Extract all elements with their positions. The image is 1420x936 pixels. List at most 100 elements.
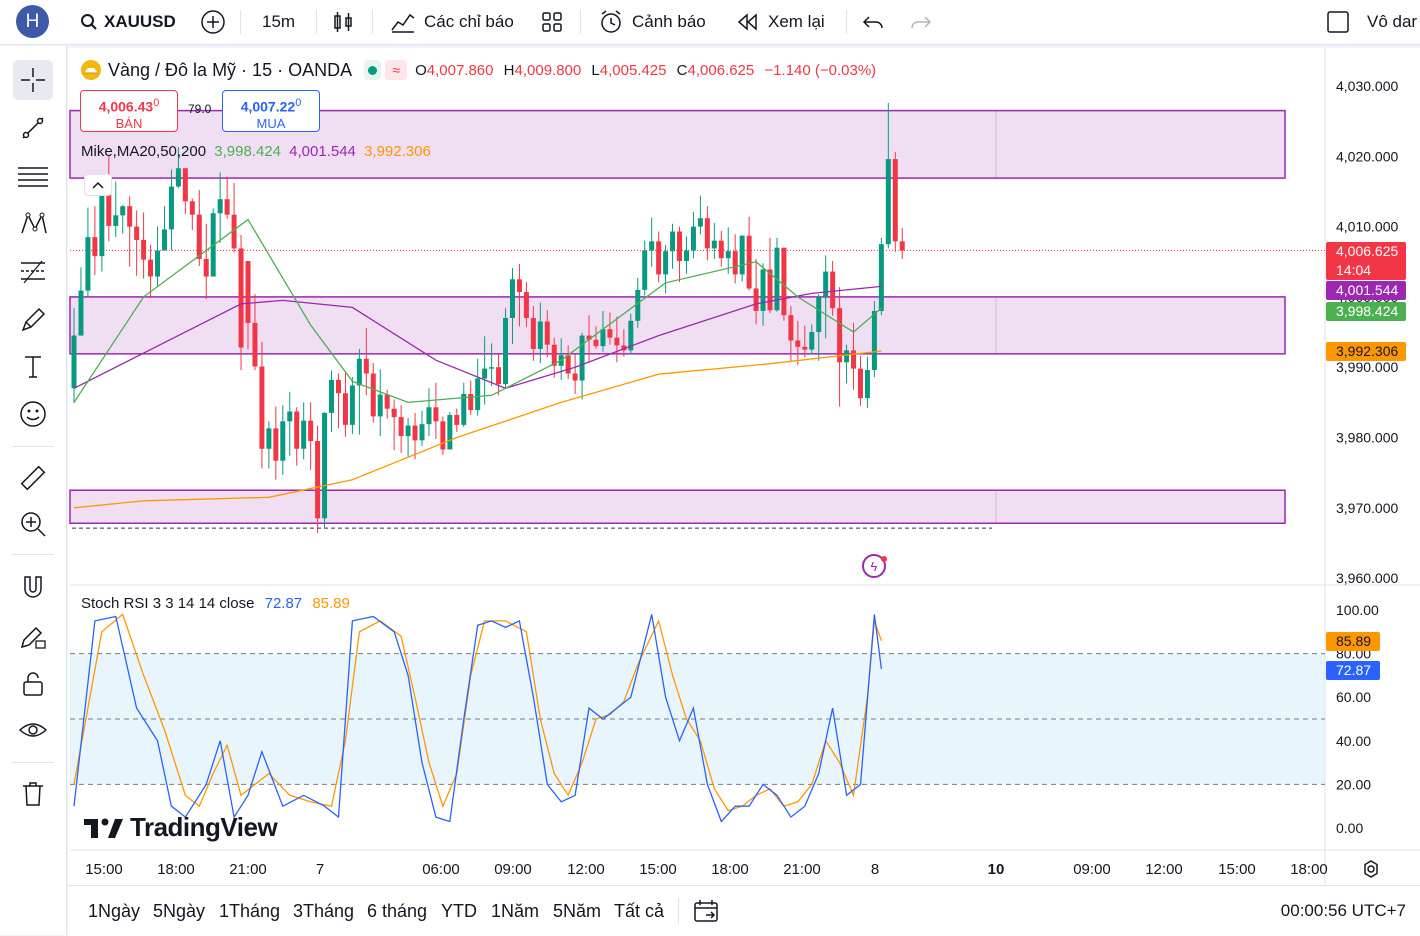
stoch-axis-label: 20.00 bbox=[1336, 776, 1371, 792]
candle-body bbox=[461, 393, 467, 425]
candle-body bbox=[412, 425, 418, 441]
replay-button[interactable]: Xem lại bbox=[736, 0, 825, 44]
range-button[interactable]: 6 tháng bbox=[367, 900, 428, 921]
compare-symbol-button[interactable] bbox=[200, 0, 226, 44]
tradingview-logo-icon bbox=[84, 818, 123, 838]
price-axis-label: 3,970.000 bbox=[1336, 500, 1398, 516]
interval-button[interactable]: 15m bbox=[262, 0, 295, 44]
candle-body bbox=[530, 317, 536, 349]
ohlc-values: O4,007.860 H4,009.800 L4,005.425 C4,006.… bbox=[415, 61, 877, 79]
candle-body bbox=[830, 271, 836, 309]
time-axis-label: 18:00 bbox=[1290, 861, 1328, 878]
candle-body bbox=[482, 368, 488, 379]
buy-button[interactable]: 4,007.220 MUA bbox=[222, 90, 320, 132]
layouts-button[interactable] bbox=[540, 0, 564, 44]
candle-body bbox=[767, 269, 773, 311]
fib-tool[interactable] bbox=[13, 252, 53, 292]
sell-label: BÁN bbox=[115, 115, 143, 131]
market-status-badge[interactable] bbox=[364, 60, 382, 80]
wave-icon[interactable]: ≈ bbox=[385, 60, 408, 80]
chart-settings-button[interactable] bbox=[1360, 858, 1382, 880]
lightning-icon[interactable]: ϟ bbox=[862, 554, 886, 578]
range-button[interactable]: 5Ngày bbox=[153, 900, 206, 921]
ma50-value: 4,001.544 bbox=[289, 143, 356, 160]
candle-body bbox=[370, 373, 376, 417]
range-button[interactable]: 1Năm bbox=[491, 900, 540, 921]
candle-body bbox=[649, 241, 655, 251]
candle-body bbox=[356, 358, 362, 386]
goto-date-button[interactable] bbox=[692, 898, 720, 924]
time-axis-label: 09:00 bbox=[1073, 861, 1111, 878]
undo-button[interactable] bbox=[862, 0, 886, 44]
range-button[interactable]: 1Tháng bbox=[219, 900, 281, 921]
candle-body bbox=[182, 168, 188, 202]
text-tool[interactable] bbox=[13, 346, 53, 386]
range-button[interactable]: 5Năm bbox=[553, 900, 602, 921]
candle-body bbox=[885, 159, 891, 245]
indicators-button[interactable]: Các chỉ báo bbox=[390, 0, 514, 44]
candle-body bbox=[544, 321, 550, 345]
candle-body bbox=[419, 424, 425, 441]
brush-tool[interactable] bbox=[13, 300, 53, 340]
crosshair-tool[interactable] bbox=[13, 60, 53, 100]
user-avatar[interactable]: H bbox=[16, 5, 49, 38]
stay-drawing-tool[interactable] bbox=[13, 616, 53, 656]
candle-body bbox=[663, 251, 669, 275]
zoom-tool[interactable] bbox=[13, 504, 53, 544]
sell-button[interactable]: 4,006.430 BÁN bbox=[80, 90, 178, 132]
symbol-search-button[interactable]: XAUUSD bbox=[80, 0, 176, 44]
trash-icon bbox=[23, 782, 43, 806]
range-button[interactable]: 3Tháng bbox=[293, 900, 355, 921]
candle-body bbox=[349, 385, 355, 425]
smiley-icon bbox=[20, 401, 46, 427]
toolbar-divider bbox=[12, 554, 54, 555]
collapse-legend-button[interactable] bbox=[84, 174, 112, 196]
indicators-label: Các chỉ báo bbox=[424, 12, 514, 31]
candle-body bbox=[141, 239, 147, 260]
redo-button[interactable] bbox=[908, 0, 932, 44]
grid-icon bbox=[542, 12, 562, 32]
toolbar-divider bbox=[12, 446, 54, 447]
timezone-clock[interactable]: 00:00:56 UTC+7 bbox=[1280, 901, 1406, 920]
trend-line-tool[interactable] bbox=[13, 108, 53, 148]
stoch-k-line bbox=[73, 614, 883, 823]
candle-body bbox=[857, 368, 863, 399]
candle-body bbox=[440, 421, 446, 450]
candle-body bbox=[252, 322, 258, 367]
candle-body bbox=[551, 344, 557, 366]
magnet-tool[interactable] bbox=[13, 568, 53, 608]
time-axis-label: 21:00 bbox=[229, 861, 267, 878]
lock-drawings-tool[interactable] bbox=[13, 664, 53, 704]
emoji-tool[interactable] bbox=[13, 394, 53, 434]
stoch-legend[interactable]: Stoch RSI 3 3 14 14 close 72.87 85.89 bbox=[81, 595, 350, 612]
horizontal-lines-tool[interactable] bbox=[13, 156, 53, 196]
candle-body bbox=[509, 279, 515, 318]
stoch-legend-name: Stoch RSI 3 3 14 14 close bbox=[81, 595, 255, 612]
remove-drawings-tool[interactable] bbox=[13, 774, 53, 814]
pattern-icon bbox=[21, 212, 47, 234]
hide-drawings-tool[interactable] bbox=[13, 710, 53, 750]
alert-button[interactable]: Cảnh báo bbox=[598, 0, 706, 44]
candle-body bbox=[899, 241, 905, 251]
lines-icon bbox=[18, 167, 48, 187]
tradingview-watermark[interactable]: TradingView bbox=[84, 812, 278, 843]
candle-body bbox=[795, 340, 801, 347]
candle-body bbox=[454, 415, 460, 425]
stoch-k-tag: 72.87 bbox=[1326, 661, 1380, 680]
price-axis-label: 4,020.000 bbox=[1336, 148, 1398, 164]
range-button[interactable]: YTD bbox=[441, 900, 477, 921]
candle-body bbox=[788, 315, 794, 341]
pattern-tool[interactable] bbox=[13, 204, 53, 244]
ma-legend[interactable]: Mike,MA20,50,200 3,998.424 4,001.544 3,9… bbox=[81, 143, 431, 160]
interval-label: 15m bbox=[262, 12, 296, 31]
range-button[interactable]: 1Ngày bbox=[88, 900, 141, 921]
measure-tool[interactable] bbox=[13, 458, 53, 498]
candle-body bbox=[837, 308, 843, 363]
range-button[interactable]: Tất cả bbox=[614, 900, 665, 921]
untitled-layout-button[interactable]: Vô dar bbox=[1325, 0, 1417, 44]
stoch-k-value: 72.87 bbox=[264, 595, 303, 612]
chart-type-button[interactable] bbox=[332, 0, 354, 44]
search-icon bbox=[81, 14, 97, 30]
candle-body bbox=[892, 159, 898, 242]
